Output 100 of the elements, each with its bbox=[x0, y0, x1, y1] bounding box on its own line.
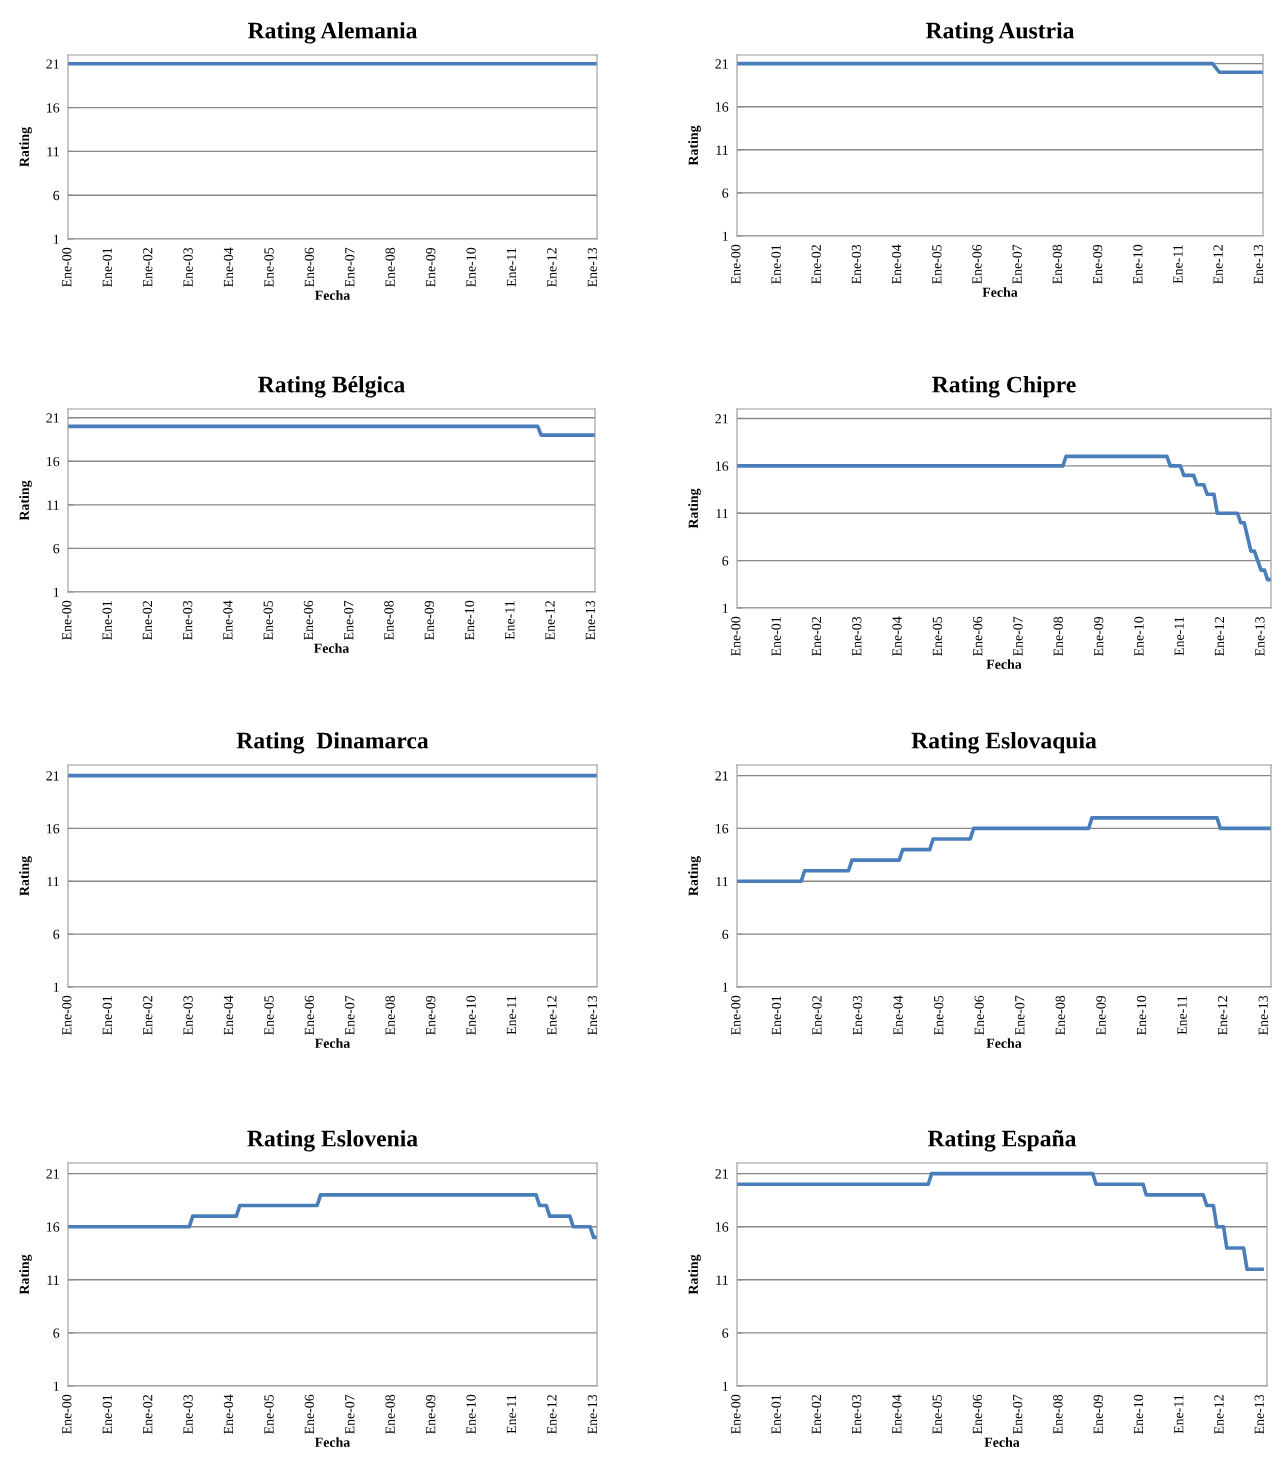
x-tick-label: Ene-01 bbox=[102, 996, 112, 1036]
y-tick-label: 21 bbox=[715, 414, 728, 424]
y-axis-title: Rating bbox=[688, 125, 701, 166]
y-tick-label: 16 bbox=[716, 102, 729, 112]
x-tick-label: Ene-10 bbox=[466, 247, 476, 288]
x-axis-title: Fecha bbox=[986, 659, 1022, 669]
y-tick-label: 21 bbox=[715, 1169, 728, 1179]
x-tick-label: Ene-09 bbox=[1093, 1394, 1103, 1435]
chart-title: Rating Bélgica bbox=[258, 375, 405, 398]
y-tick-label: 1 bbox=[53, 1381, 59, 1391]
x-tick-label: Ene-03 bbox=[183, 1394, 193, 1435]
x-tick-label: Ene-04 bbox=[223, 995, 234, 1036]
x-tick-label: Ene-11 bbox=[1174, 617, 1184, 656]
x-tick-label: Ene-10 bbox=[466, 995, 476, 1036]
y-axis-title: Rating bbox=[19, 127, 32, 167]
x-tick-label: Ene-02 bbox=[812, 996, 822, 1036]
chart-title: Rating Austria bbox=[925, 21, 1075, 44]
y-tick-label: 6 bbox=[53, 190, 60, 201]
x-axis-title: Fecha bbox=[314, 643, 350, 653]
x-tick-label: Ene-01 bbox=[771, 996, 782, 1036]
x-tick-label: Ene-00 bbox=[62, 600, 72, 641]
x-axis-title: Fecha bbox=[315, 1437, 351, 1447]
y-tick-label: 16 bbox=[47, 456, 60, 467]
chart-title: Rating Eslovenia bbox=[247, 1129, 418, 1152]
y-tick-label: 11 bbox=[47, 1275, 59, 1285]
x-tick-label: Ene-12 bbox=[547, 248, 557, 288]
x-tick-label: Ene-10 bbox=[1133, 244, 1143, 285]
x-tick-label: Ene-12 bbox=[1217, 996, 1228, 1036]
x-tick-label: Ene-06 bbox=[304, 1394, 315, 1435]
y-tick-label: 1 bbox=[722, 231, 728, 241]
x-tick-label: Ene-13 bbox=[1255, 616, 1265, 657]
x-tick-label: Ene-05 bbox=[932, 244, 942, 285]
y-tick-label: 6 bbox=[722, 188, 729, 198]
y-tick-label: 1 bbox=[53, 587, 59, 597]
x-tick-label: Ene-04 bbox=[892, 616, 902, 657]
x-tick-label: Ene-10 bbox=[464, 600, 475, 641]
x-tick-label: Ene-03 bbox=[851, 244, 862, 285]
x-tick-label: Ene-03 bbox=[183, 247, 193, 288]
x-tick-label: Ene-05 bbox=[264, 247, 274, 288]
x-tick-label: Ene-08 bbox=[1053, 1394, 1063, 1435]
y-tick-label: 1 bbox=[722, 603, 728, 613]
x-tick-label: Ene-10 bbox=[466, 1394, 476, 1435]
x-tick-label: Ene-03 bbox=[851, 1394, 862, 1435]
x-tick-label: Ene-03 bbox=[852, 616, 862, 657]
x-tick-label: Ene-06 bbox=[972, 244, 982, 285]
chart-title: Rating Alemania bbox=[247, 21, 418, 44]
y-tick-label: 1 bbox=[722, 982, 728, 992]
y-tick-label: 11 bbox=[716, 1275, 728, 1285]
x-tick-label: Ene-10 bbox=[1133, 1394, 1144, 1435]
y-tick-label: 6 bbox=[722, 556, 729, 566]
line-series bbox=[737, 454, 1271, 582]
y-axis-title: Rating bbox=[19, 480, 32, 521]
y-axis-title: Rating bbox=[688, 1254, 701, 1295]
y-tick-label: 1 bbox=[53, 234, 59, 244]
chart-title: Rating Chipre bbox=[932, 375, 1076, 398]
x-tick-label: Ene-09 bbox=[1092, 244, 1103, 285]
chart-title: Rating Eslovaquia bbox=[911, 731, 1097, 754]
y-tick-label: 6 bbox=[722, 1328, 729, 1338]
x-tick-label: Ene-06 bbox=[304, 247, 315, 288]
y-axis-title: Rating bbox=[688, 488, 701, 529]
x-tick-label: Ene-07 bbox=[345, 995, 355, 1036]
y-tick-label: 6 bbox=[53, 544, 60, 554]
line-series bbox=[737, 1171, 1266, 1271]
x-tick-label: Ene-09 bbox=[425, 995, 436, 1036]
x-tick-label: Ene-08 bbox=[385, 995, 395, 1036]
x-tick-label: Ene-08 bbox=[1053, 616, 1063, 657]
x-tick-label: Ene-04 bbox=[892, 1394, 902, 1435]
y-tick-label: 16 bbox=[716, 1222, 729, 1232]
x-tick-label: Ene-02 bbox=[142, 601, 153, 641]
x-tick-label: Ene-06 bbox=[303, 600, 314, 641]
x-tick-label: Ene-12 bbox=[1214, 617, 1225, 657]
x-tick-label: Ene-13 bbox=[1254, 1394, 1264, 1435]
x-tick-label: Ene-11 bbox=[1174, 1395, 1184, 1434]
x-tick-label: Ene-01 bbox=[771, 617, 781, 657]
x-tick-label: Ene-00 bbox=[731, 244, 741, 285]
x-tick-label: Ene-13 bbox=[585, 600, 596, 641]
y-tick-label: 1 bbox=[53, 982, 59, 992]
x-tick-label: Ene-07 bbox=[345, 1394, 355, 1435]
x-tick-label: Ene-11 bbox=[506, 996, 517, 1035]
x-tick-label: Ene-13 bbox=[587, 1394, 598, 1435]
y-tick-label: 11 bbox=[716, 145, 728, 155]
x-tick-label: Ene-13 bbox=[587, 247, 598, 288]
x-tick-label: Ene-01 bbox=[102, 1395, 112, 1435]
x-tick-label: Ene-12 bbox=[1214, 1395, 1224, 1435]
x-tick-label: Ene-08 bbox=[385, 1394, 395, 1435]
y-axis-title: Rating bbox=[19, 856, 32, 896]
x-tick-label: Ene-02 bbox=[811, 245, 821, 285]
x-tick-label: Ene-00 bbox=[731, 1394, 741, 1435]
x-tick-label: Ene-07 bbox=[1015, 995, 1025, 1036]
x-tick-label: Ene-11 bbox=[506, 248, 517, 287]
x-tick-label: Ene-00 bbox=[62, 995, 72, 1036]
x-tick-label: Ene-08 bbox=[1055, 995, 1066, 1036]
y-tick-label: 16 bbox=[716, 461, 729, 471]
y-tick-label: 6 bbox=[722, 929, 729, 940]
x-tick-label: Ene-03 bbox=[182, 600, 193, 641]
x-tick-label: Ene-13 bbox=[1253, 244, 1264, 285]
x-tick-label: Ene-07 bbox=[345, 247, 355, 288]
x-tick-label: Ene-00 bbox=[731, 616, 741, 657]
x-tick-label: Ene-06 bbox=[974, 995, 984, 1036]
x-tick-label: Ene-07 bbox=[1012, 244, 1022, 285]
